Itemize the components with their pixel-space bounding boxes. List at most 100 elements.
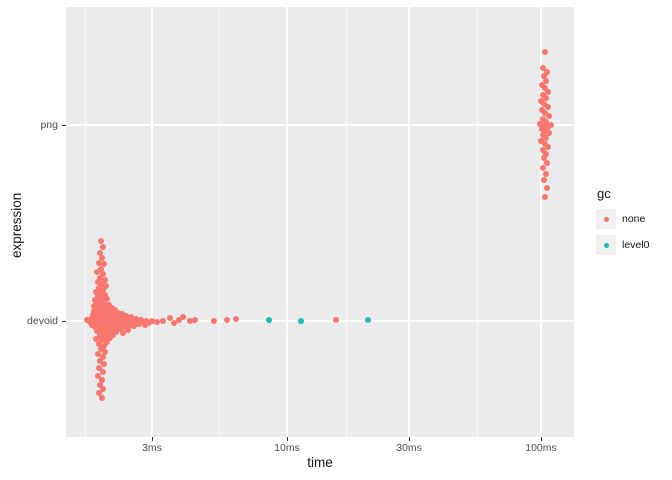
data-point [98,238,104,244]
legend-label-level0: level0 [622,239,650,251]
legend-title: gc [597,186,611,201]
legend-key-level0 [596,235,616,255]
legend-entry-level0: level0 [596,235,649,255]
data-point [545,104,551,110]
data-point [102,349,108,355]
data-point [98,290,104,296]
data-point [542,85,548,91]
data-point [266,317,272,323]
data-point [97,358,103,364]
data-point [100,354,106,360]
data-point [333,317,339,323]
data-point [171,320,177,326]
data-point [95,351,101,357]
data-point [97,250,103,256]
data-point [149,318,155,324]
legend-dot-none-icon [603,216,609,222]
data-point [542,128,548,134]
legend: gc none level0 [596,186,649,261]
x-tick-label: 3ms [142,442,162,454]
data-point [187,318,193,324]
data-point [100,369,106,375]
data-point [541,101,547,107]
data-point [96,390,102,396]
data-point [142,322,148,328]
data-point [537,121,543,127]
data-point [546,130,552,136]
x-tick-label: 10ms [274,442,300,454]
data-point [541,177,547,183]
data-point [96,341,102,347]
data-point [99,395,105,401]
data-point [95,293,101,299]
data-point [99,255,105,261]
data-point [96,365,102,371]
data-point [102,334,108,340]
y-tick-mark [62,124,66,126]
data-point [543,119,549,125]
data-point [192,317,198,323]
data-point [92,324,98,330]
x-tick-mark [408,437,410,441]
data-point [542,49,548,55]
legend-entry-none: none [596,209,649,229]
x-tick-mark [151,437,153,441]
data-point [99,281,105,287]
data-point [107,328,113,334]
gridline-x-minor [345,7,347,437]
data-point [211,318,217,324]
gridline-x-major [540,7,542,437]
data-point [544,160,550,166]
data-point [542,194,548,200]
data-point [97,333,103,339]
data-point [365,317,371,323]
data-point [543,171,549,177]
data-point [101,361,107,367]
y-tick-mark [62,320,66,322]
y-tick-label: png [40,118,58,131]
data-point [125,327,131,333]
gridline-y-major [66,124,574,126]
data-point [107,335,113,341]
data-point [136,321,142,327]
data-point [110,332,116,338]
data-point [110,325,116,331]
data-point [96,260,102,266]
gridline-x-minor [476,7,478,437]
data-point [99,337,105,343]
data-point [120,330,126,336]
data-point [95,279,101,285]
data-point [542,110,548,116]
data-point [545,144,551,150]
data-point [94,328,100,334]
gridline-x-major [286,7,288,437]
data-point [103,283,109,289]
data-point [101,261,107,267]
data-point [544,69,550,75]
data-point [548,122,554,128]
data-point [100,271,106,277]
data-point [541,155,547,161]
data-point [113,329,119,335]
data-point [544,185,550,191]
data-point [98,346,104,352]
data-point [298,318,304,324]
data-point [99,377,105,383]
x-tick-label: 100ms [525,442,557,454]
data-point [545,89,551,95]
data-point [104,296,110,302]
gridline-x-major [151,7,153,437]
plot-panel [66,7,574,437]
data-point [146,320,152,326]
data-point [117,326,123,332]
data-point [97,382,103,388]
data-point [176,317,182,323]
data-point [540,147,546,153]
data-point [538,138,544,144]
y-tick-label: devoid [27,314,58,327]
data-point [540,165,546,171]
data-point [97,275,103,281]
data-point [104,339,110,345]
data-point [546,113,552,119]
